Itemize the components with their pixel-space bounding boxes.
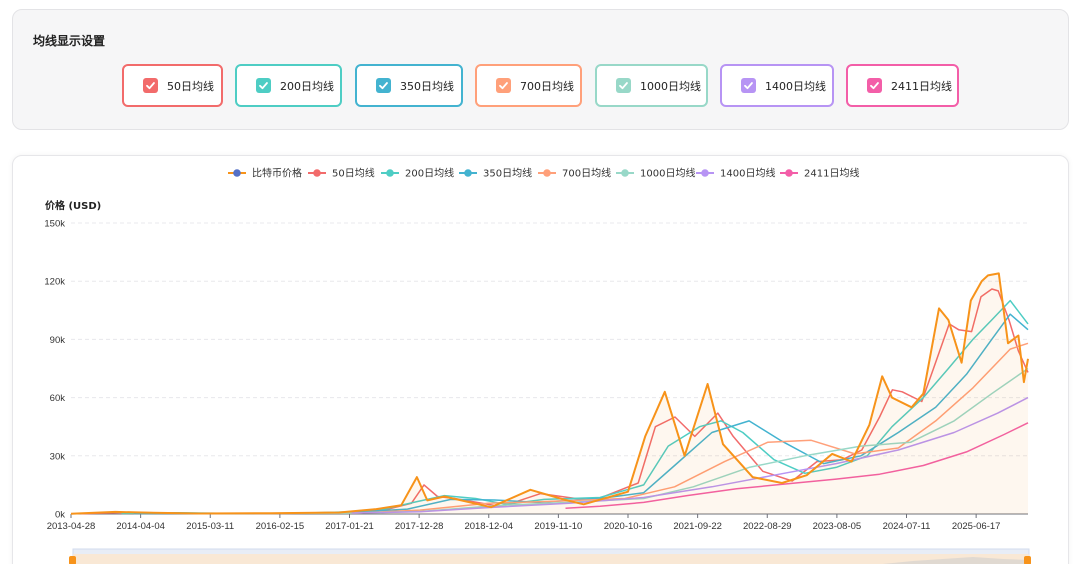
- x-tick-label: 2015-03-11: [186, 521, 234, 532]
- y-tick-label: 120k: [44, 277, 65, 288]
- zoom-preview-area: [883, 557, 1029, 564]
- checkbox-checked-icon[interactable]: [867, 78, 882, 93]
- x-tick-label: 2014-04-04: [116, 521, 165, 532]
- ma-settings-panel: 均线显示设置 50日均线 200日均线 350日均线 700日均线 1000日均线 140…: [12, 9, 1069, 130]
- legend-label: 1000日均线: [640, 167, 695, 180]
- x-tick-label: 2019-11-10: [534, 521, 582, 532]
- legend-label: 2411日均线: [804, 167, 859, 180]
- y-tick-label: 30k: [50, 451, 66, 462]
- zoom-selection: [73, 554, 1029, 564]
- y-tick-label: 150k: [44, 219, 65, 230]
- toggle-label: 350日均线: [400, 79, 454, 93]
- toggle-ma-1[interactable]: 200日均线: [235, 64, 342, 107]
- toggle-label: 1000日均线: [640, 79, 701, 93]
- zoom-handle-left[interactable]: [69, 556, 76, 564]
- zoom-slider[interactable]: [69, 548, 1031, 564]
- checkbox-checked-icon[interactable]: [616, 78, 631, 93]
- x-tick-label: 2018-12-04: [464, 521, 513, 532]
- checkbox-checked-icon[interactable]: [256, 78, 271, 93]
- series-line-6: [351, 396, 1029, 514]
- legend-label: 50日均线: [332, 167, 375, 180]
- settings-title: 均线显示设置: [33, 34, 106, 48]
- legend-label: 1400日均线: [720, 167, 775, 180]
- x-tick-label: 2022-08-29: [743, 521, 792, 532]
- toggle-ma-0[interactable]: 50日均线: [122, 64, 223, 107]
- price-area: [71, 273, 1028, 514]
- x-tick-label: 2016-02-15: [256, 521, 305, 532]
- x-tick-label: 2017-01-21: [325, 521, 374, 532]
- price-chart-card: 0k 30k 60k 90k 120k 150k 价格 (USD) 2013-04-28 201…: [12, 155, 1069, 564]
- checkbox-checked-icon[interactable]: [376, 78, 391, 93]
- y-tick-label: 90k: [50, 335, 66, 346]
- series-line-7: [565, 422, 1029, 509]
- legend-marker: [701, 169, 709, 177]
- checkbox-checked-icon[interactable]: [143, 78, 158, 93]
- ma-toggle-group: 50日均线 200日均线 350日均线 700日均线 1000日均线 1400日均线 241…: [13, 64, 1068, 108]
- legend-marker: [386, 169, 394, 177]
- y-axis-label: 价格 (USD): [45, 199, 101, 212]
- toggle-ma-5[interactable]: 1400日均线: [720, 64, 834, 107]
- legend-marker: [233, 169, 241, 177]
- toggle-label: 700日均线: [520, 79, 574, 93]
- x-tick-label: 2021-09-22: [673, 521, 722, 532]
- x-tick-label: 2017-12-28: [395, 521, 444, 532]
- y-tick-label: 0k: [55, 510, 65, 521]
- y-tick-label: 60k: [50, 393, 66, 404]
- legend-label: 比特币价格: [252, 167, 302, 180]
- x-tick-label: 2025-06-17: [952, 521, 1001, 532]
- legend-label: 200日均线: [405, 167, 454, 180]
- x-tick-label: 2024-07-11: [883, 521, 931, 532]
- toggle-ma-6[interactable]: 2411日均线: [846, 64, 959, 107]
- legend-marker: [543, 169, 551, 177]
- legend-marker: [785, 169, 793, 177]
- toggle-label: 1400日均线: [765, 79, 826, 93]
- toggle-ma-3[interactable]: 700日均线: [475, 64, 582, 107]
- toggle-ma-4[interactable]: 1000日均线: [595, 64, 708, 107]
- checkbox-checked-icon[interactable]: [741, 78, 756, 93]
- series-line-0: [70, 272, 1029, 515]
- price-chart[interactable]: 0k 30k 60k 90k 120k 150k 价格 (USD) 2013-04-28 201…: [13, 156, 1070, 564]
- legend-label: 350日均线: [483, 167, 532, 180]
- legend-label: 700日均线: [562, 167, 611, 180]
- zoom-handle-right[interactable]: [1024, 556, 1031, 564]
- legend-marker: [464, 169, 472, 177]
- legend-marker: [313, 169, 321, 177]
- toggle-ma-2[interactable]: 350日均线: [355, 64, 463, 107]
- x-tick-label: 2020-10-16: [604, 521, 653, 532]
- toggle-label: 50日均线: [167, 79, 214, 93]
- x-tick-label: 2013-04-28: [47, 521, 96, 532]
- x-tick-label: 2023-08-05: [813, 521, 862, 532]
- series-line-4: [208, 342, 1029, 515]
- checkbox-checked-icon[interactable]: [496, 78, 511, 93]
- toggle-label: 2411日均线: [891, 79, 952, 93]
- series-line-3: [133, 313, 1029, 515]
- toggle-label: 200日均线: [280, 79, 334, 93]
- legend-marker: [621, 169, 629, 177]
